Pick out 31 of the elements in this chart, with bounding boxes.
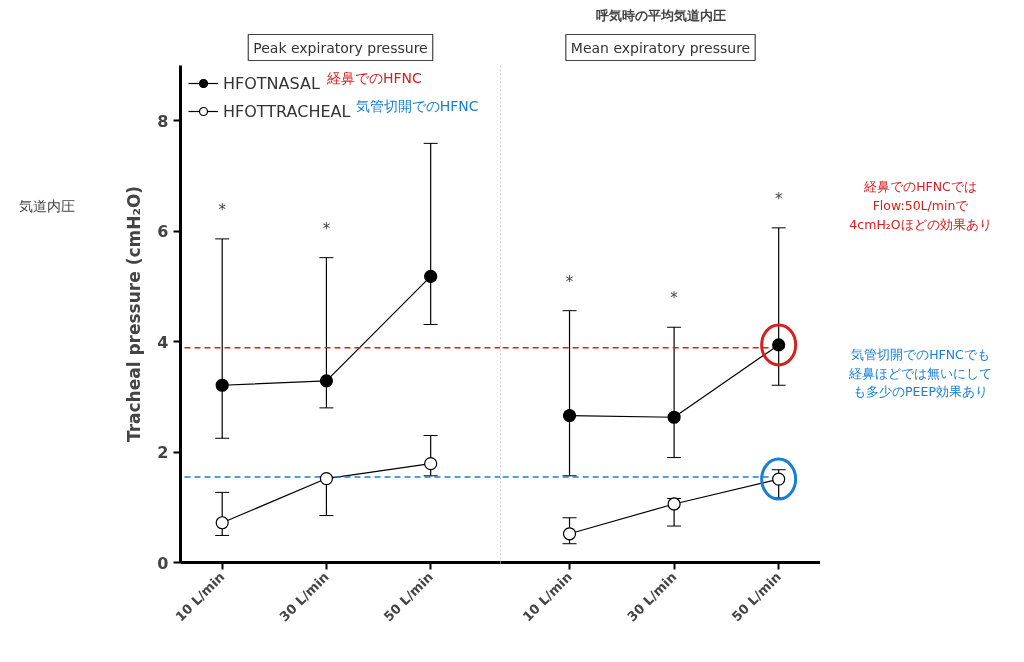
point (319, 374, 334, 388)
point (562, 409, 577, 423)
y-tick-label: 2 (157, 443, 169, 463)
y-tick-label: 4 (157, 332, 169, 352)
point (319, 471, 334, 486)
point (215, 378, 229, 392)
chart-subtitle: Mean expiratory pressure (570, 39, 751, 56)
annotation: * (322, 219, 331, 238)
text: 気管切開でのHFNCでも経鼻ほどでは無いにしても多少のPEEP効果あり (848, 346, 992, 400)
text: 経鼻でのHFNCでは Flow:50L/minで 4cmH₂Oほどの効果あり (849, 179, 992, 232)
y-tick-label: 0 (157, 553, 169, 573)
annotation: * (218, 200, 227, 219)
y-axis-title: Tracheal pressure (cmH₂O) (124, 185, 145, 443)
legend-label: HFOTNASAL (223, 73, 320, 93)
point (424, 269, 438, 284)
y-tick-label: 6 (157, 222, 169, 242)
point (215, 516, 229, 530)
point (667, 410, 681, 424)
chart-title: 呼気時の平均気道内圧 (595, 7, 726, 23)
point (562, 527, 577, 541)
annotation: * (670, 289, 679, 308)
text: 気道内圧 (18, 197, 75, 214)
annotation: 気管切開でのHFNC (355, 97, 479, 114)
chart-subtitle: Peak expiratory pressure (253, 39, 428, 56)
legend-label: HFOTTRACHEAL (223, 101, 351, 121)
annotation: 経鼻でのHFNC (325, 69, 422, 86)
y-tick-label: 8 (157, 111, 169, 131)
annotation: * (565, 272, 574, 291)
point (424, 457, 438, 471)
annotation: * (774, 189, 783, 208)
point (667, 497, 681, 511)
